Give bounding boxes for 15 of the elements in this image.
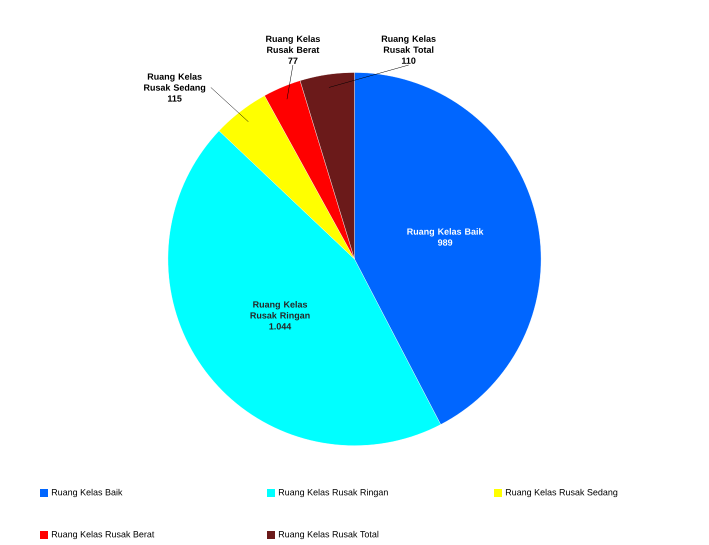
slice-label: Ruang Kelas Rusak Sedang	[144, 73, 206, 93]
legend-label: Ruang Kelas Rusak Berat	[52, 530, 154, 540]
slice-label: Ruang Kelas Rusak Total	[382, 35, 436, 53]
data-label: 1.044	[269, 323, 292, 330]
data-label: 115	[168, 95, 182, 102]
slice-label: Ruang Kelas Baik	[407, 228, 484, 237]
data-label: 110	[402, 57, 416, 64]
slice-label: Ruang Kelas Rusak Berat	[266, 35, 320, 53]
slice-label: Ruang Kelas Rusak Ringan	[250, 301, 310, 320]
legend-label: Ruang Kelas Rusak Total	[278, 530, 378, 540]
legend-label: Ruang Kelas Baik	[52, 488, 122, 498]
data-label: 77	[288, 58, 298, 64]
legend-label: Ruang Kelas Rusak Ringan	[278, 488, 388, 498]
data-label: 989	[438, 239, 452, 246]
legend-label: Ruang Kelas Rusak Sedang	[506, 488, 618, 498]
